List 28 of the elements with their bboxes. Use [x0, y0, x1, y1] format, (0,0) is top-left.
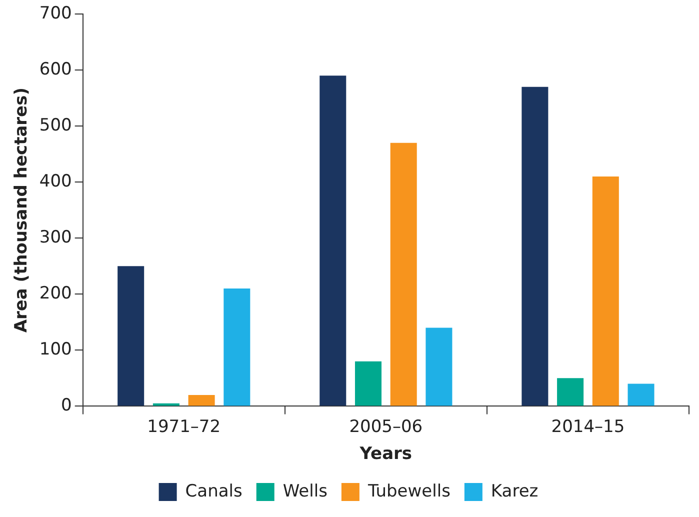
- y-tick-label: 100: [39, 340, 72, 360]
- legend-label: Canals: [185, 481, 243, 502]
- y-tick-label: 500: [39, 115, 72, 136]
- y-axis-title: Area (thousand hectares): [12, 88, 32, 333]
- bar: [628, 384, 654, 406]
- bar: [522, 86, 548, 406]
- bar: [320, 76, 346, 406]
- bar: [224, 288, 250, 406]
- legend-label: Tubewells: [366, 481, 451, 502]
- legend-label: Wells: [282, 481, 328, 502]
- y-tick-label: 700: [39, 3, 72, 24]
- legend-label: Karez: [490, 481, 538, 502]
- bar: [188, 394, 215, 406]
- bar: [390, 142, 417, 406]
- bar: [426, 328, 452, 406]
- x-tick-label: 1971–72: [147, 416, 221, 437]
- bar: [118, 266, 144, 406]
- y-tick-label: 0: [61, 396, 72, 416]
- bar: [592, 176, 619, 406]
- y-tick-label: 200: [39, 284, 72, 304]
- bar: [354, 361, 382, 406]
- x-axis-title: Years: [358, 444, 412, 464]
- bar: [557, 378, 584, 406]
- x-tick-label: 2014–15: [551, 416, 625, 437]
- y-tick-label: 300: [39, 228, 72, 248]
- x-tick-label: 2005–06: [349, 416, 423, 437]
- y-tick-label: 400: [39, 172, 72, 192]
- y-tick-label: 600: [39, 59, 72, 80]
